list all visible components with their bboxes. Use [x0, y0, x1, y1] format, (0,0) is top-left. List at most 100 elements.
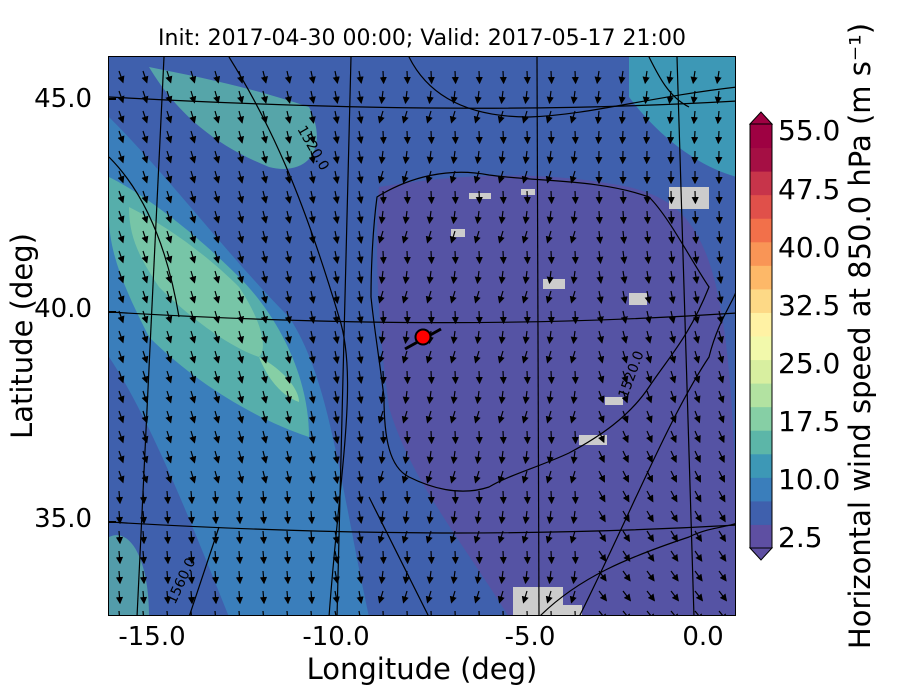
- wind-arrow: [237, 290, 245, 304]
- wind-arrow: [332, 430, 340, 444]
- wind-arrow: [570, 150, 578, 165]
- wind-arrow: [332, 530, 340, 544]
- wind-arrow: [356, 550, 364, 564]
- wind-arrow: [692, 230, 700, 245]
- wind-arrow: [596, 270, 604, 284]
- wind-arrow: [260, 130, 268, 144]
- wind-arrow: [499, 70, 507, 85]
- wind-arrow: [499, 430, 507, 445]
- wind-arrow: [237, 370, 245, 384]
- wind-arrow: [670, 590, 680, 602]
- wind-arrow: [622, 590, 632, 602]
- wind-arrow: [308, 250, 316, 264]
- colorbar-step: [750, 477, 772, 502]
- wind-arrow: [378, 570, 386, 585]
- wind-arrow: [717, 370, 725, 384]
- wind-arrow: [189, 110, 197, 124]
- wind-arrow: [259, 490, 268, 505]
- wind-arrow: [213, 350, 221, 364]
- wind-arrow: [598, 610, 608, 615]
- wind-arrow: [213, 230, 221, 244]
- wind-arrow: [308, 390, 316, 404]
- wind-arrow: [474, 270, 482, 285]
- wind-arrow: [690, 90, 698, 105]
- wind-arrow: [141, 170, 149, 184]
- wind-arrow: [546, 510, 554, 525]
- wind-arrow: [163, 510, 172, 525]
- wind-arrow: [189, 70, 197, 84]
- wind-arrow: [213, 130, 221, 144]
- wind-arrow: [475, 130, 483, 145]
- wind-arrow: [117, 150, 125, 164]
- wind-arrow: [284, 230, 292, 244]
- wind-arrow: [598, 550, 607, 562]
- wind-arrow: [378, 90, 386, 105]
- wind-arrow: [284, 210, 292, 224]
- wind-arrow: [450, 390, 458, 405]
- map-title: Init: 2017-04-30 00:00; Valid: 2017-05-1…: [158, 26, 686, 51]
- wind-arrow: [308, 230, 316, 244]
- wind-arrow: [621, 350, 629, 364]
- colorbar-step: [750, 147, 772, 172]
- wind-arrow: [165, 290, 173, 304]
- wind-arrow: [115, 490, 124, 505]
- wind-arrow: [259, 530, 268, 545]
- wind-arrow: [379, 310, 387, 325]
- wind-arrow: [646, 490, 654, 503]
- wind-arrow: [402, 90, 410, 105]
- wind-arrow: [141, 330, 149, 344]
- wind-arrow: [449, 290, 457, 304]
- wind-arrow: [402, 570, 410, 585]
- wind-arrow: [260, 270, 268, 284]
- wind-arrow: [716, 310, 724, 324]
- wind-arrow: [646, 530, 655, 543]
- wind-arrow: [237, 230, 245, 244]
- wind-arrow: [498, 270, 506, 285]
- wind-arrow: [332, 570, 340, 584]
- wind-arrow: [596, 250, 604, 265]
- wind-arrow: [546, 210, 554, 225]
- wind-arrow: [717, 410, 725, 424]
- wind-arrow: [550, 610, 552, 615]
- wind-arrow: [141, 270, 149, 284]
- wind-arrow: [643, 130, 651, 145]
- wind-arrow: [596, 310, 604, 324]
- wind-arrow: [237, 130, 245, 144]
- wind-arrow: [595, 210, 603, 225]
- wind-arrow: [597, 370, 605, 384]
- wind-arrow: [690, 70, 698, 85]
- colorbar-step: [750, 288, 772, 313]
- wind-arrow: [545, 230, 553, 244]
- wind-arrow: [165, 410, 173, 424]
- wind-arrow: [283, 570, 292, 585]
- wind-arrow: [475, 550, 483, 565]
- wind-arrow: [694, 450, 701, 463]
- wind-arrow: [189, 250, 197, 264]
- wind-arrow: [430, 610, 432, 615]
- wind-arrow: [379, 490, 387, 505]
- wind-arrow: [522, 330, 530, 345]
- wind-arrow: [165, 90, 173, 104]
- wind-arrow: [646, 570, 655, 582]
- y-tick-mark: [108, 311, 116, 313]
- wind-arrow: [718, 470, 725, 483]
- wind-arrow: [259, 550, 268, 565]
- wind-arrow: [668, 290, 676, 304]
- wind-arrow: [571, 550, 579, 565]
- wind-arrow: [426, 150, 434, 165]
- wind-arrow: [694, 430, 701, 444]
- colorbar-tick: 55.0: [778, 114, 841, 147]
- wind-arrow: [310, 610, 312, 615]
- wind-arrow: [117, 190, 125, 204]
- wind-arrow: [668, 230, 676, 245]
- wind-arrow: [670, 470, 677, 483]
- wind-vectors: [115, 70, 728, 615]
- wind-arrow: [478, 610, 480, 615]
- wind-arrow: [117, 390, 125, 404]
- colorbar-step: [750, 383, 772, 408]
- wind-arrow: [356, 90, 364, 104]
- wind-arrow: [714, 70, 722, 85]
- wind-arrow: [237, 190, 245, 204]
- wind-arrow: [523, 490, 531, 505]
- y-tick-label: 45.0: [34, 84, 92, 114]
